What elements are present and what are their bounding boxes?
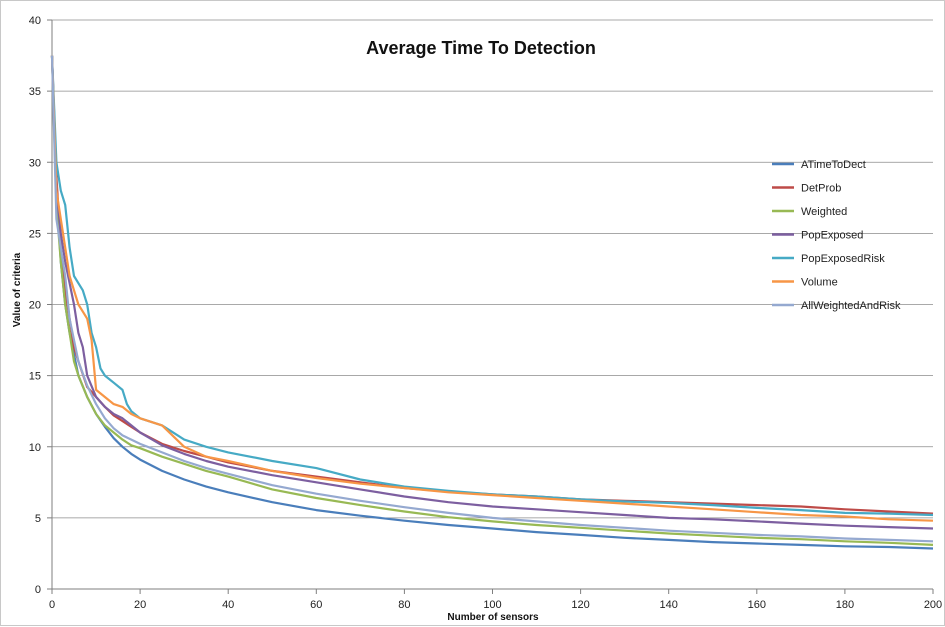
legend-label: DetProb [801, 183, 841, 195]
series-line-allweightedandrisk [50, 55, 934, 543]
y-tick-labels: 0 5 10 15 20 25 30 35 40 [29, 15, 41, 596]
series-line-popexposedrisk [50, 55, 934, 517]
x-tick-label: 140 [660, 599, 678, 611]
x-tick-labels: 0 20 40 60 80 100 120 140 160 180 200 [49, 599, 942, 611]
y-tick-label: 0 [35, 584, 41, 596]
legend-label: Volume [801, 277, 838, 289]
x-tick-label: 120 [571, 599, 589, 611]
y-tick-label: 20 [29, 300, 41, 312]
chart-title: Average Time To Detection [366, 38, 596, 58]
y-tick-label: 35 [29, 86, 41, 98]
y-tick-label: 10 [29, 442, 41, 454]
legend-label: Weighted [801, 206, 847, 218]
x-tick-label: 80 [398, 599, 410, 611]
legend-label: PopExposed [801, 230, 863, 242]
y-tick-label: 40 [29, 15, 41, 27]
axes [47, 19, 934, 594]
y-tick-label: 15 [29, 371, 41, 383]
x-tick-label: 60 [310, 599, 322, 611]
series-line-popexposed [50, 55, 934, 530]
x-tick-label: 20 [134, 599, 146, 611]
y-axis-title: Value of criteria [12, 252, 23, 327]
x-tick-label: 160 [748, 599, 766, 611]
x-tick-label: 0 [49, 599, 55, 611]
series-line-weighted [50, 55, 934, 546]
legend-label: PopExposedRisk [801, 253, 885, 265]
y-tick-label: 25 [29, 228, 41, 240]
x-tick-label: 200 [924, 599, 942, 611]
y-tick-label: 30 [29, 157, 41, 169]
legend-label: ATimeToDect [801, 159, 866, 171]
x-axis-title: Number of sensors [447, 612, 539, 623]
x-tick-label: 40 [222, 599, 234, 611]
legend-label: AllWeightedAndRisk [801, 300, 901, 312]
legend: ATimeToDect DetProb Weighted PopExposed PopE… [772, 159, 901, 312]
x-tick-label: 100 [483, 599, 501, 611]
y-tick-label: 5 [35, 513, 41, 525]
grid-lines [52, 19, 933, 519]
series-lines [50, 55, 934, 550]
x-tick-label: 180 [836, 599, 854, 611]
series-line-volume [50, 55, 934, 522]
